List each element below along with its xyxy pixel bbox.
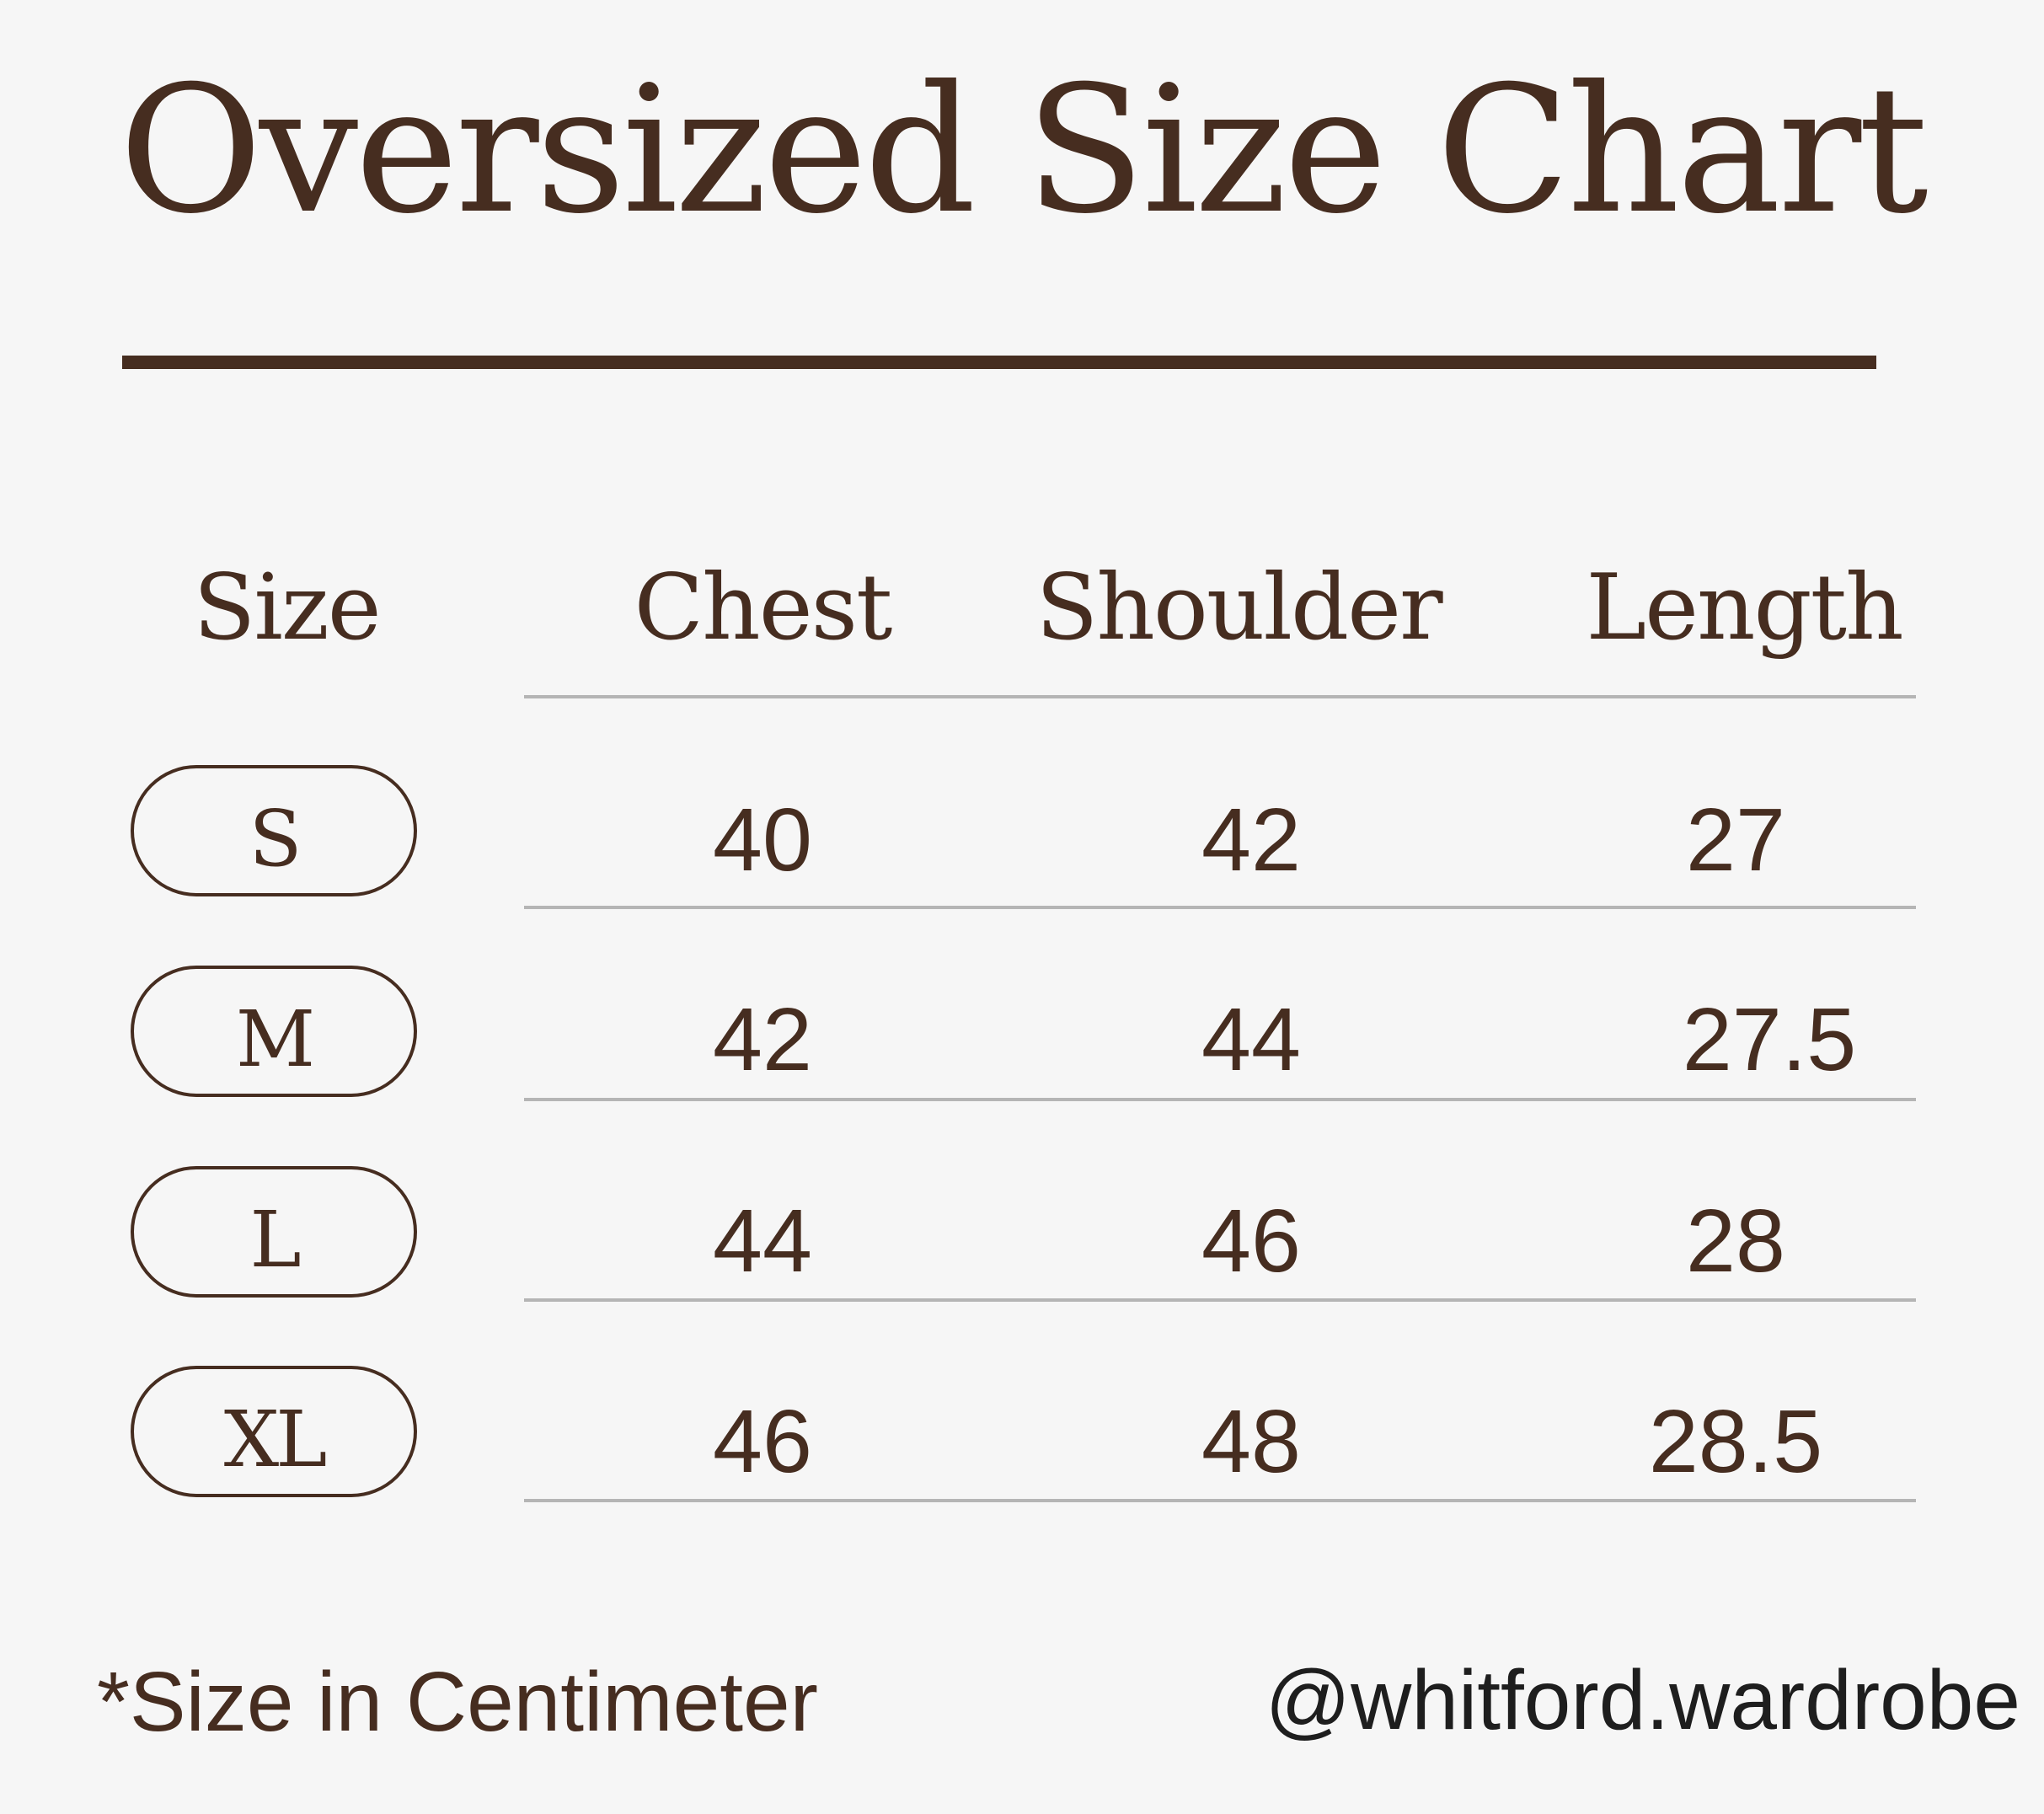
row-divider bbox=[524, 1098, 1916, 1101]
page-title: Oversized Size Chart bbox=[119, 49, 1929, 253]
size-label: M bbox=[235, 994, 315, 1084]
size-button-l[interactable]: L bbox=[131, 1166, 417, 1298]
chest-value: 40 bbox=[713, 790, 812, 890]
row-divider bbox=[524, 906, 1916, 909]
chest-value: 44 bbox=[713, 1191, 812, 1291]
social-handle: @whitford.wardrobe bbox=[1265, 1653, 2020, 1747]
length-value: 28 bbox=[1686, 1191, 1785, 1291]
size-label: XL bbox=[223, 1394, 328, 1485]
length-value: 27.5 bbox=[1682, 990, 1857, 1089]
title-divider bbox=[122, 356, 1876, 369]
length-value: 28.5 bbox=[1648, 1392, 1823, 1491]
size-button-m[interactable]: M bbox=[131, 966, 417, 1097]
size-button-xl[interactable]: XL bbox=[131, 1366, 417, 1497]
shoulder-value: 46 bbox=[1201, 1191, 1301, 1291]
column-header-chest: Chest bbox=[634, 555, 893, 661]
size-button-s[interactable]: S bbox=[131, 765, 417, 896]
column-header-length: Length bbox=[1586, 555, 1903, 661]
size-label: S bbox=[249, 794, 302, 884]
chest-value: 42 bbox=[713, 990, 812, 1089]
length-value: 27 bbox=[1686, 790, 1785, 890]
column-header-shoulder: Shoulder bbox=[1035, 555, 1442, 661]
shoulder-value: 42 bbox=[1201, 790, 1301, 890]
shoulder-value: 44 bbox=[1201, 990, 1301, 1089]
chest-value: 46 bbox=[713, 1392, 812, 1491]
column-header-size: Size bbox=[193, 555, 381, 661]
header-divider bbox=[524, 695, 1916, 698]
size-label: L bbox=[249, 1195, 301, 1285]
shoulder-value: 48 bbox=[1201, 1392, 1301, 1491]
unit-footnote: *Size in Centimeter bbox=[97, 1655, 818, 1749]
row-divider bbox=[524, 1499, 1916, 1502]
row-divider bbox=[524, 1298, 1916, 1302]
